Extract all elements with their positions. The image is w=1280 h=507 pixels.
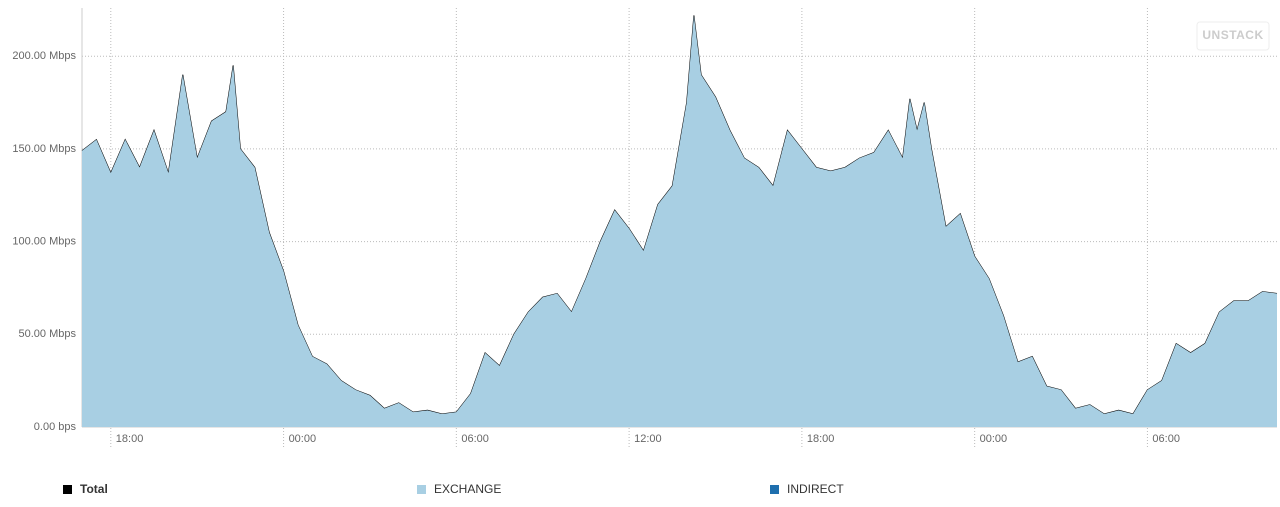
x-tick-label: 00:00: [289, 433, 317, 445]
unstack-button[interactable]: [1196, 21, 1270, 51]
unstack-label[interactable]: UNSTACK: [1202, 28, 1263, 42]
x-tick-label: 18:00: [116, 433, 144, 445]
y-tick-label: 150.00 Mbps: [12, 143, 76, 155]
y-tick-label: 0.00 bps: [34, 421, 77, 433]
x-tick-label: 12:00: [634, 433, 662, 445]
x-tick-label: 00:00: [980, 433, 1008, 445]
legend-label[interactable]: Total: [80, 482, 108, 496]
legend-swatch[interactable]: [417, 485, 426, 494]
area: [82, 15, 1277, 428]
y-tick-label: 50.00 Mbps: [19, 328, 77, 340]
x-tick-label: 06:00: [461, 433, 489, 445]
y-tick-label: 100.00 Mbps: [12, 236, 76, 248]
x-tick-label: 18:00: [807, 433, 835, 445]
legend-label[interactable]: INDIRECT: [787, 482, 844, 496]
legend-swatch[interactable]: [63, 485, 72, 494]
legend-swatch[interactable]: [770, 485, 779, 494]
x-tick-label: 06:00: [1152, 433, 1180, 445]
legend-label[interactable]: EXCHANGE: [434, 482, 501, 496]
y-tick-label: 200.00 Mbps: [12, 50, 76, 62]
